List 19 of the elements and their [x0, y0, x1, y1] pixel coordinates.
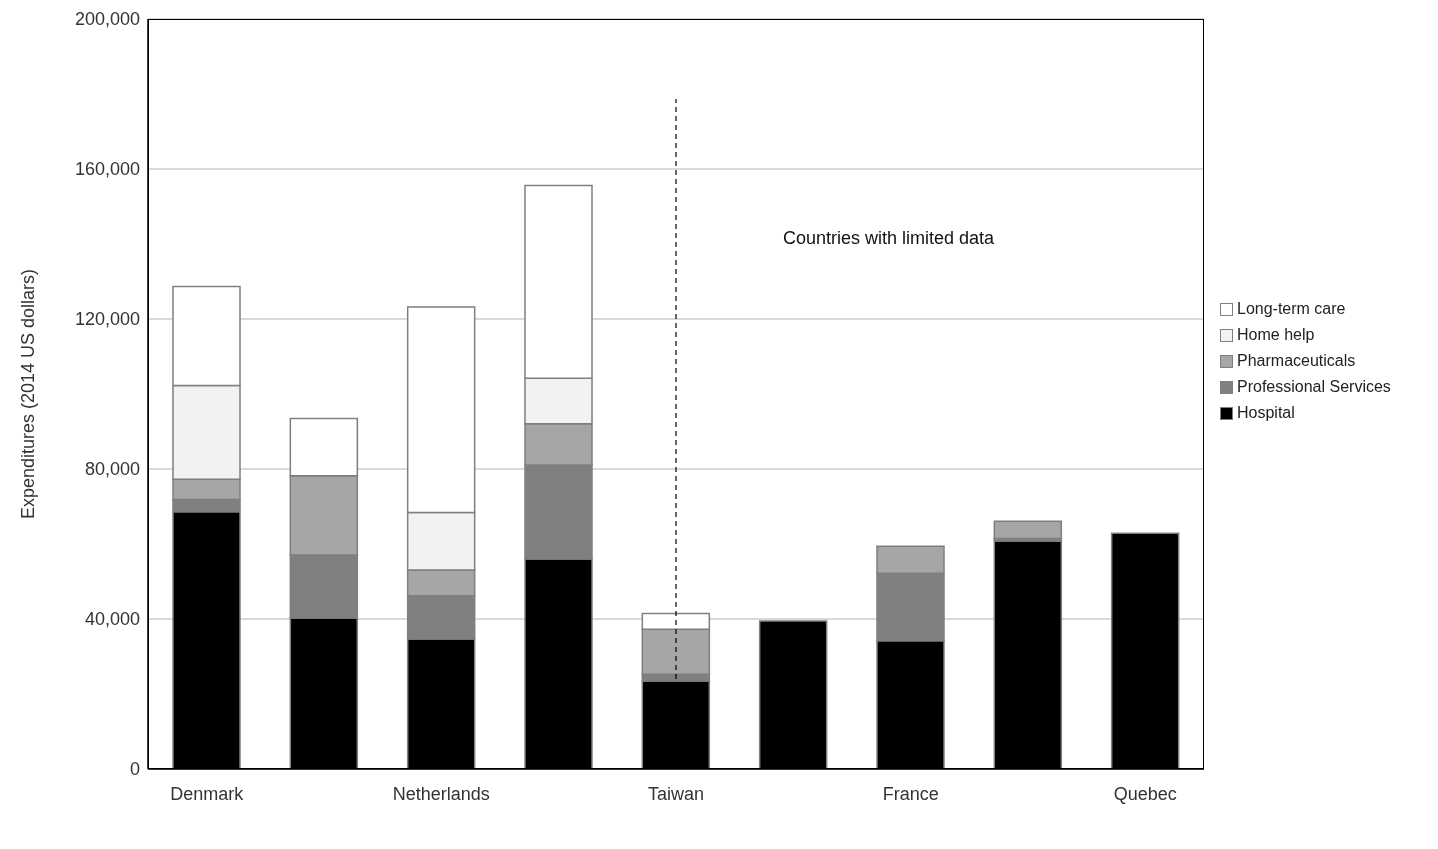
x-tick-label: Denmark	[170, 783, 245, 804]
y-axis-title: Expenditures (2014 US dollars)	[18, 268, 39, 520]
y-tick-label: 80,000	[84, 459, 140, 480]
bar	[993, 520, 1063, 540]
y-tick-label: 40,000	[84, 609, 140, 630]
y-tick-label: 160,000	[74, 159, 140, 180]
y-tick-label: 0	[129, 759, 140, 780]
legend-label: Long-term care	[1237, 299, 1346, 319]
x-tick-label: Netherlands	[392, 783, 490, 804]
y-tick-label: 200,000	[74, 9, 140, 30]
x-tick-label: Taiwan	[647, 783, 705, 804]
y-tick-label: 120,000	[74, 309, 140, 330]
annotation: Countries with limited data	[783, 228, 995, 249]
legend-label: Hospital	[1237, 403, 1295, 423]
legend-label: Pharmaceuticals	[1237, 351, 1356, 371]
legend-label: Home help	[1237, 325, 1315, 345]
x-tick-label: France	[882, 783, 939, 804]
x-tick-label: Quebec	[1113, 783, 1177, 804]
legend-label: Professional Services	[1237, 377, 1391, 397]
